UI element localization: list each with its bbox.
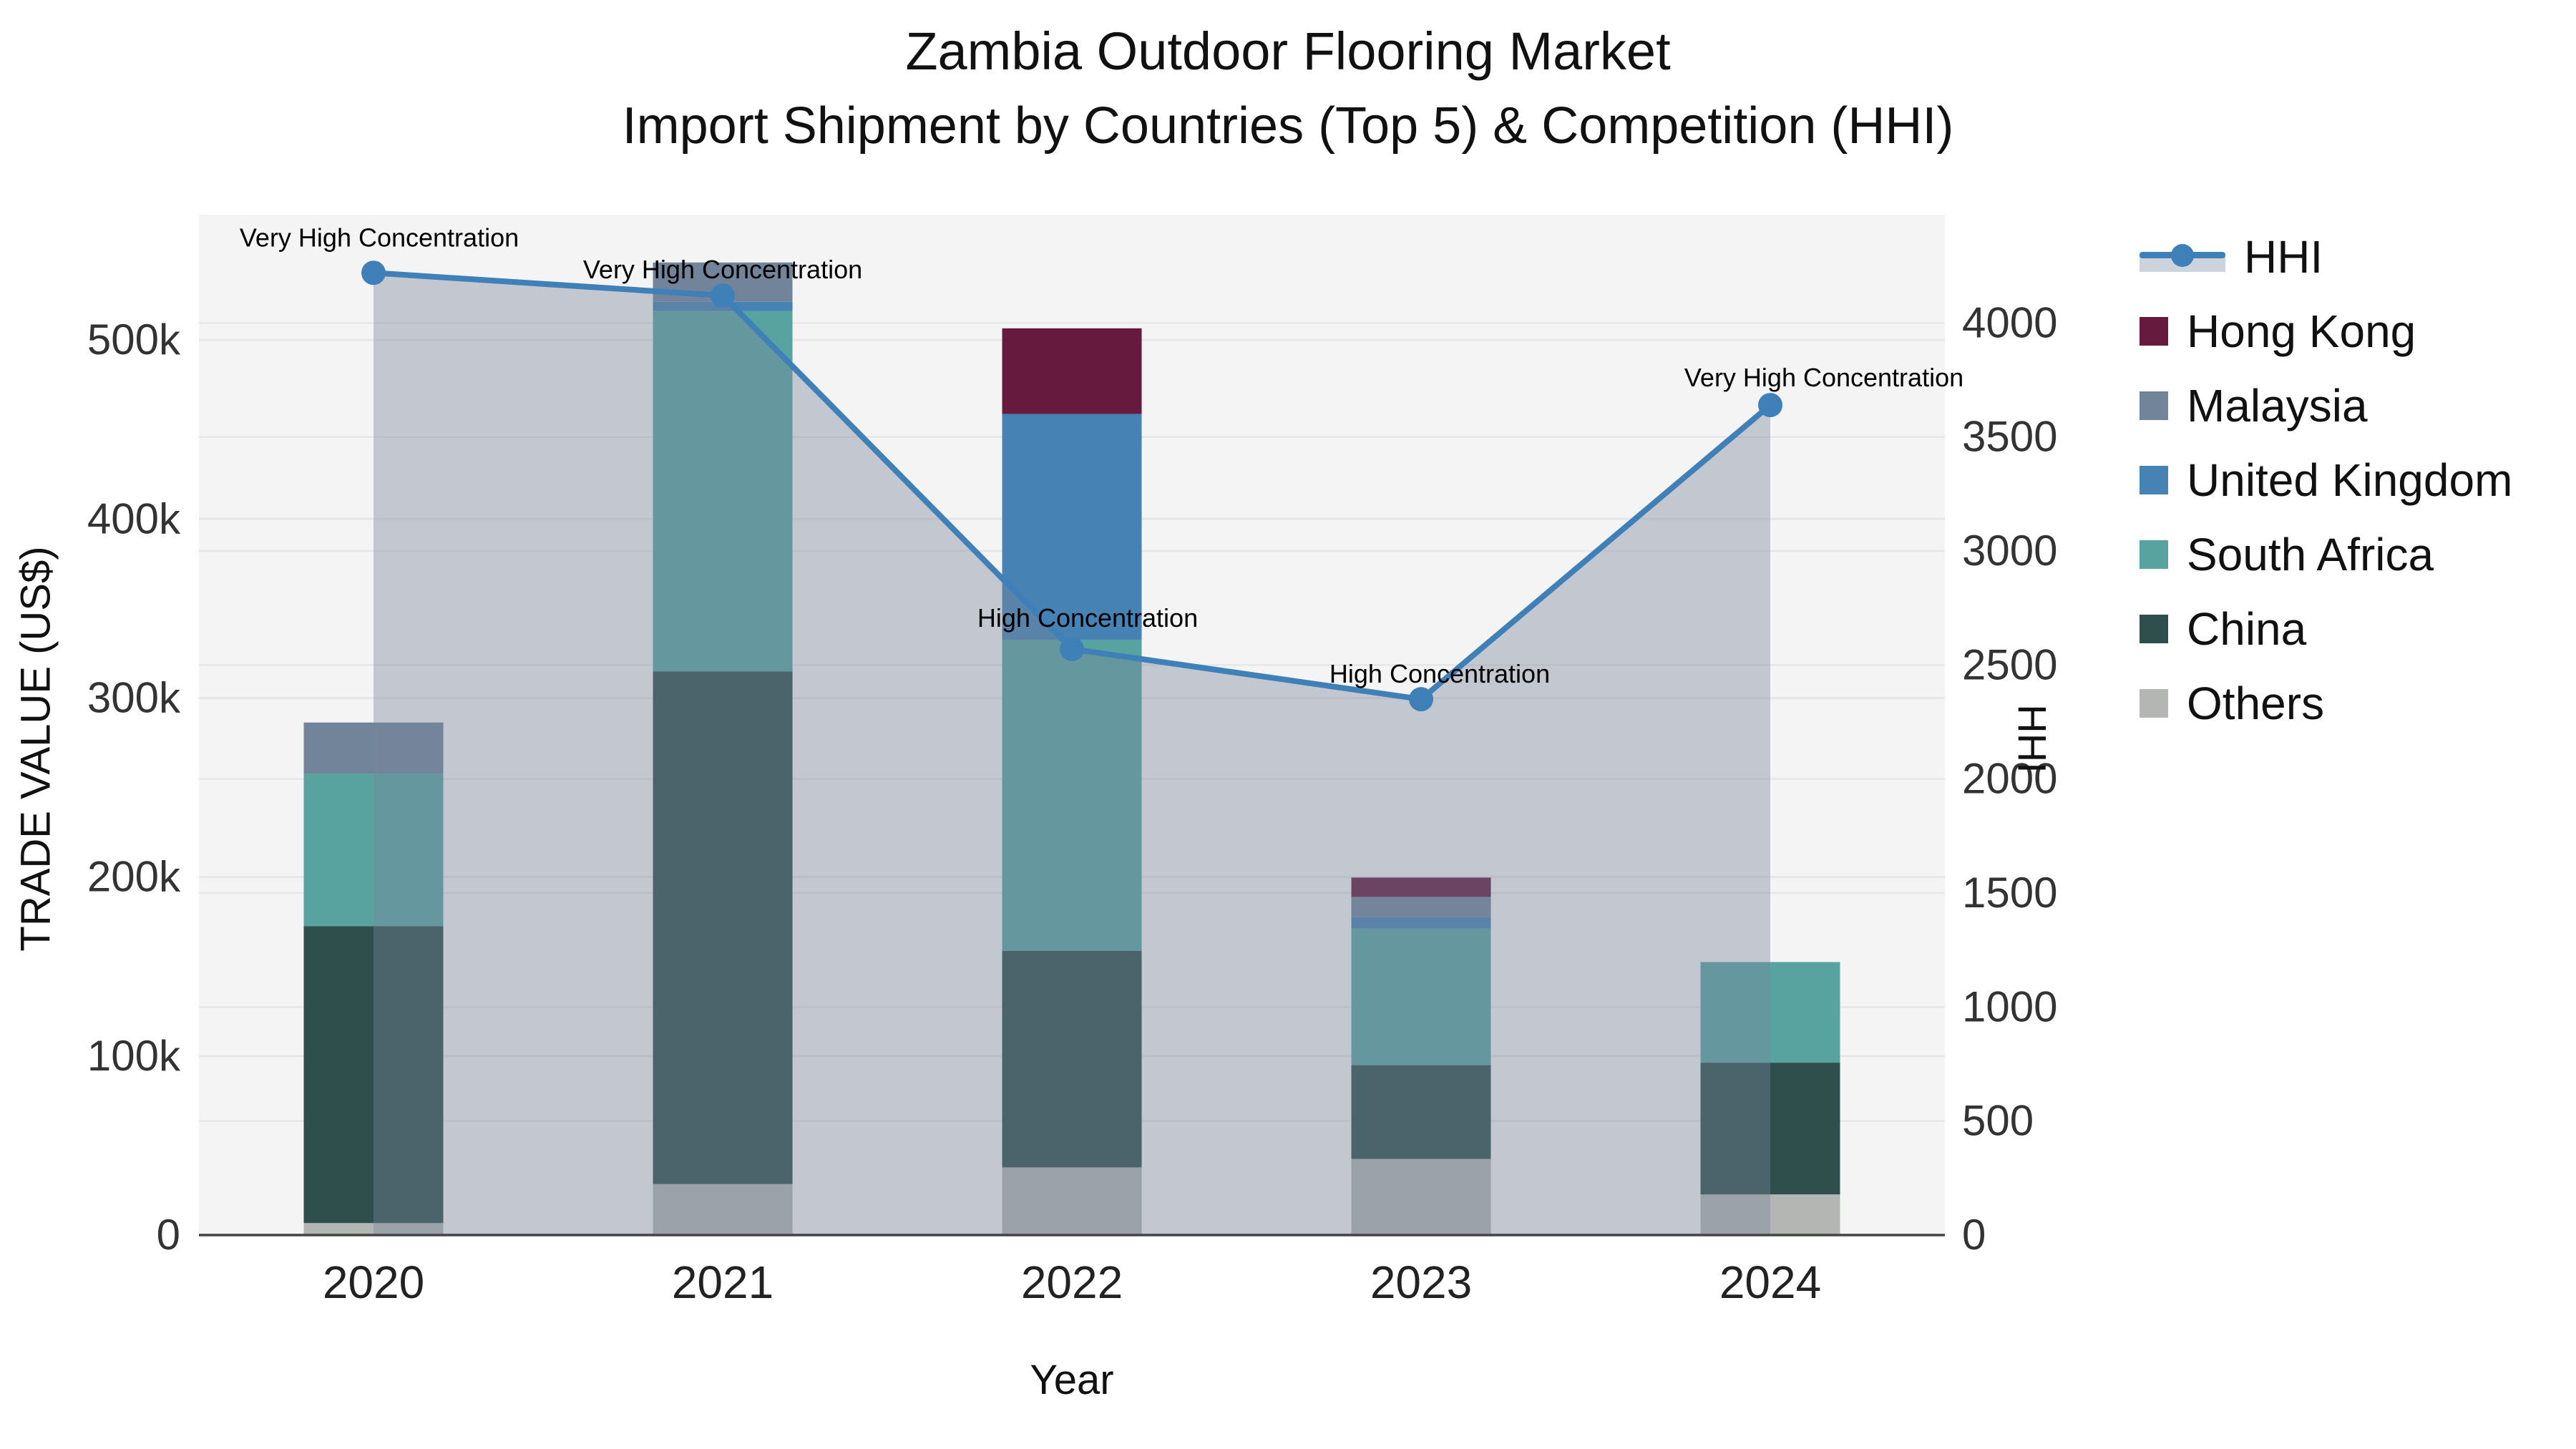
y-left-tick-0: 0 [157, 1211, 180, 1259]
legend-item-united-kingdom[interactable]: United Kingdom [2140, 454, 2512, 507]
y-right-tick-0: 0 [1962, 1211, 1986, 1259]
bar-segment-2022-hong-kong [1002, 328, 1142, 414]
y-right-tick-2500: 2500 [1962, 640, 2057, 688]
annotation-2020: Very High Concentration [240, 223, 519, 252]
bar-segment-2020-south-africa [303, 774, 444, 927]
bar-segment-2023-south-africa [1351, 928, 1491, 1065]
hhi-marker-2021 [711, 283, 735, 308]
bar-segment-2020-malaysia [303, 722, 444, 774]
x-axis-title: Year [1030, 1357, 1114, 1403]
legend-label: Malaysia [2187, 380, 2368, 431]
chart-title: Zambia Outdoor Flooring Market [905, 21, 1671, 81]
chart-subtitle: Import Shipment by Countries (Top 5) & C… [622, 97, 1954, 155]
y-left-tick-400k: 400k [87, 494, 181, 542]
legend-color-swatch [2140, 466, 2168, 494]
hhi-marker-2020 [361, 260, 386, 286]
y-left-tick-500k: 500k [87, 316, 181, 364]
y-right-tick-3500: 3500 [1962, 413, 2057, 461]
legend-color-swatch [2140, 540, 2168, 569]
y-right-tick-4000: 4000 [1962, 298, 2057, 346]
bar-segment-2021-south-africa [653, 311, 793, 672]
legend: HHI Hong Kong Malaysia United Kingdom South … [2140, 230, 2512, 730]
hhi-marker-2024 [1758, 393, 1782, 418]
legend-item-china[interactable]: China [2140, 602, 2512, 655]
legend-hhi-line-icon [2140, 242, 2225, 272]
y-right-tick-1000: 1000 [1962, 982, 2057, 1030]
legend-color-swatch [2140, 689, 2168, 718]
legend-item-others[interactable]: Others [2140, 677, 2512, 730]
annotation-2022: High Concentration [977, 603, 1198, 633]
y-left-tick-300k: 300k [87, 673, 181, 721]
y-right-tick-3000: 3000 [1962, 527, 2057, 575]
annotation-2024: Very High Concentration [1684, 363, 1963, 392]
y-axis-title-left: TRADE VALUE (US$) [12, 546, 59, 952]
y-left-tick-200k: 200k [87, 853, 181, 901]
bar-segment-2020-others [303, 1223, 444, 1235]
bar-segment-2024-others [1700, 1194, 1840, 1235]
legend-label: Others [2187, 678, 2325, 729]
y-right-tick-500: 500 [1962, 1097, 2034, 1145]
y-right-tick-2000: 2000 [1962, 755, 2057, 803]
legend-label: China [2187, 603, 2307, 655]
legend-item-south-africa[interactable]: South Africa [2140, 528, 2512, 581]
annotation-2023: High Concentration [1330, 659, 1550, 688]
legend-label: Hong Kong [2187, 306, 2416, 357]
bar-segment-2024-china [1700, 1063, 1840, 1195]
bar-segment-2022-china [1002, 950, 1142, 1168]
bar-segment-2023-china [1351, 1065, 1491, 1159]
hhi-marker-2022 [1060, 637, 1084, 662]
x-tick-2023: 2023 [1370, 1257, 1472, 1308]
y-right-tick-1500: 1500 [1962, 869, 2057, 917]
bar-segment-2022-others [1002, 1167, 1142, 1235]
legend-item-hhi[interactable]: HHI [2140, 230, 2512, 283]
legend-label: South Africa [2187, 529, 2434, 580]
legend-color-swatch [2140, 391, 2168, 420]
x-tick-2020: 2020 [323, 1257, 424, 1308]
chart-title-block: Zambia Outdoor Flooring Market Import Sh… [0, 20, 2576, 158]
y-axis-title-right: HHI [2009, 704, 2055, 774]
bar-segment-2021-others [653, 1184, 793, 1235]
legend-label: United Kingdom [2187, 454, 2513, 506]
legend-color-swatch [2140, 615, 2168, 643]
bar-segment-2023-united-kingdom [1351, 917, 1491, 929]
bar-segment-2023-others [1351, 1158, 1491, 1235]
bar-segment-2023-malaysia [1351, 897, 1491, 917]
hhi-marker-2023 [1409, 687, 1433, 712]
legend-item-malaysia[interactable]: Malaysia [2140, 379, 2512, 432]
x-tick-2024: 2024 [1719, 1257, 1821, 1308]
legend-item-hong-kong[interactable]: Hong Kong [2140, 305, 2512, 358]
annotation-2021: Very High Concentration [583, 255, 862, 284]
bar-segment-2023-hong-kong [1351, 877, 1491, 897]
x-tick-2021: 2021 [672, 1257, 774, 1308]
legend-label: HHI [2244, 231, 2323, 283]
bar-segment-2022-south-africa [1002, 640, 1142, 951]
bar-segment-2024-south-africa [1700, 962, 1840, 1063]
y-left-tick-100k: 100k [87, 1032, 181, 1080]
legend-color-swatch [2140, 317, 2168, 346]
x-tick-2022: 2022 [1021, 1257, 1123, 1308]
bar-segment-2021-china [653, 671, 793, 1184]
hhi-area-fill [374, 273, 1770, 1236]
bar-segment-2020-china [303, 926, 444, 1224]
